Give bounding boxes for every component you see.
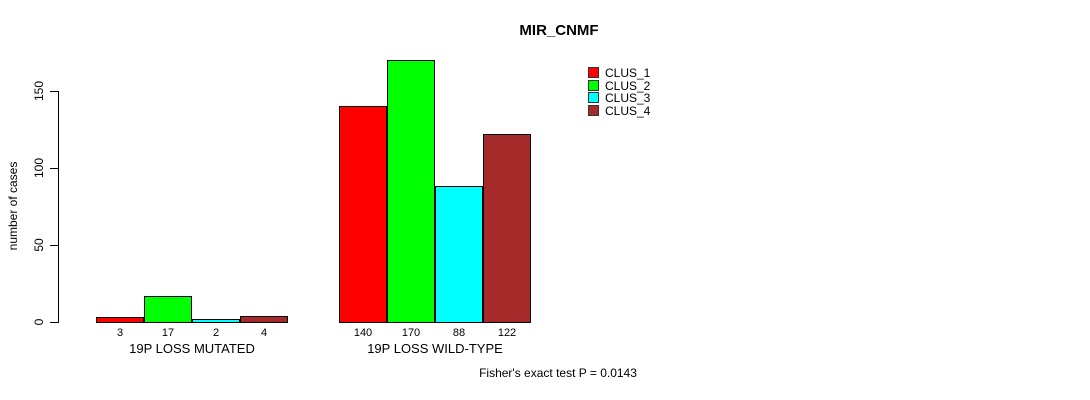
legend-swatch-clus_2 bbox=[588, 79, 599, 91]
bar-clus_3-2 bbox=[435, 186, 483, 323]
y-tick-label: 150 bbox=[32, 80, 46, 102]
y-tick bbox=[50, 245, 58, 246]
y-tick-label: 0 bbox=[32, 318, 46, 326]
bar-value-label: 140 bbox=[353, 327, 373, 339]
y-tick bbox=[50, 168, 58, 169]
legend-swatch-clus_1 bbox=[588, 67, 599, 78]
bar-value-label: 2 bbox=[212, 327, 220, 339]
chart-title: MIR_CNMF bbox=[519, 22, 599, 39]
y-tick bbox=[50, 91, 58, 92]
legend-swatch-clus_3 bbox=[588, 92, 599, 103]
legend-label-clus_3: CLUS_3 bbox=[605, 91, 651, 105]
bar-clus_2-2 bbox=[387, 60, 435, 323]
bar-clus_4-1 bbox=[240, 316, 288, 323]
bar-clus_4-2 bbox=[483, 134, 531, 323]
bar-value-label: 170 bbox=[401, 327, 421, 339]
y-axis-label: number of cases bbox=[6, 161, 20, 251]
y-tick-label: 50 bbox=[32, 238, 46, 252]
bar-value-label: 3 bbox=[116, 327, 124, 339]
fisher-test-annotation: Fisher's exact test P = 0.0143 bbox=[479, 366, 637, 380]
bar-value-label: 88 bbox=[452, 327, 466, 339]
y-tick bbox=[50, 322, 58, 323]
y-axis-line bbox=[58, 91, 59, 323]
legend-label-clus_2: CLUS_2 bbox=[605, 78, 651, 93]
legend-label-clus_1: CLUS_1 bbox=[605, 66, 651, 80]
bar-value-label: 17 bbox=[161, 327, 175, 339]
bar-value-label: 122 bbox=[497, 327, 517, 339]
bar-value-label: 4 bbox=[260, 327, 268, 339]
legend-label-clus_4: CLUS_4 bbox=[605, 103, 651, 118]
group-label: 19P LOSS MUTATED bbox=[129, 341, 255, 356]
bar-clus_3-1 bbox=[192, 319, 240, 323]
y-tick-label: 100 bbox=[32, 157, 46, 179]
bar-clus_1-2 bbox=[339, 106, 387, 323]
group-label: 19P LOSS WILD-TYPE bbox=[367, 341, 503, 356]
bar-clus_1-1 bbox=[96, 317, 144, 323]
bar-clus_2-1 bbox=[144, 296, 192, 323]
legend-swatch-clus_4 bbox=[588, 104, 599, 116]
